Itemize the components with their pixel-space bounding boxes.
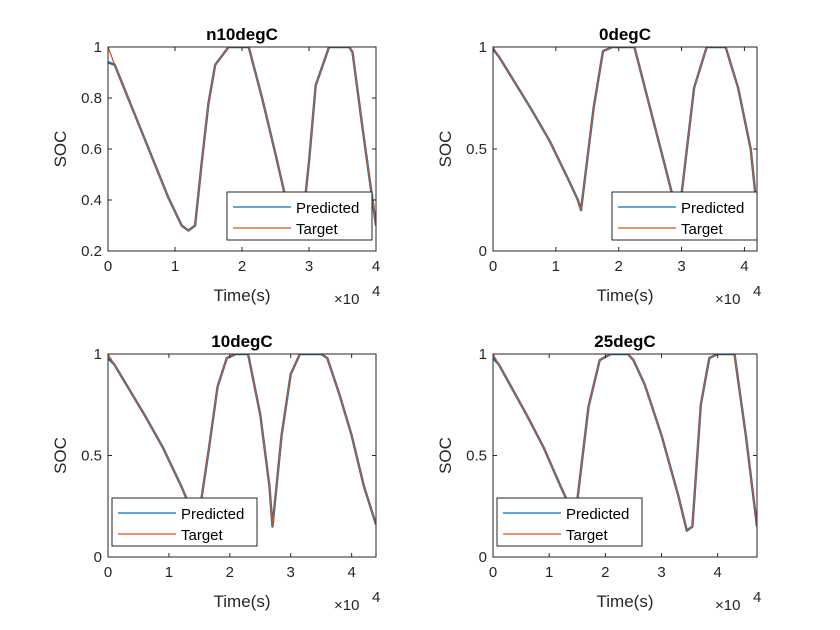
x-axis-label: Time(s) <box>214 592 271 611</box>
y-tick-label: 0.4 <box>81 192 102 209</box>
series-line-target <box>108 354 376 528</box>
x-exponent-base: ×10 <box>334 597 359 614</box>
y-tick-label: 1 <box>479 346 487 363</box>
legend-label-predicted: Predicted <box>296 200 359 217</box>
x-tick-label: 3 <box>677 258 685 275</box>
legend: Predicted Target <box>496 497 643 547</box>
x-exponent-base: ×10 <box>715 291 740 308</box>
y-tick-label: 1 <box>479 39 487 56</box>
y-tick-label: 0 <box>479 243 487 260</box>
x-axis-label: Time(s) <box>597 286 654 305</box>
y-tick-label: 0.2 <box>81 243 102 260</box>
legend: Predicted Target <box>111 497 258 547</box>
series-line-target <box>493 354 757 532</box>
x-tick-label: 1 <box>545 564 553 581</box>
legend-box <box>226 191 373 241</box>
x-tick-label: 1 <box>552 258 560 275</box>
x-tick-label: 4 <box>714 564 722 581</box>
legend-label-predicted: Predicted <box>566 506 629 523</box>
x-tick-label: 4 <box>347 564 355 581</box>
y-tick-label: 0.5 <box>81 448 102 465</box>
x-tick-label: 2 <box>226 564 234 581</box>
series-group <box>108 354 376 528</box>
chart-title: 10degC <box>211 332 272 351</box>
series-line-target <box>108 47 376 232</box>
x-tick-label: 0 <box>489 564 497 581</box>
legend-label-target: Target <box>181 527 224 544</box>
legend-label-predicted: Predicted <box>681 200 744 217</box>
series-group <box>493 47 757 212</box>
legend-box <box>496 497 643 547</box>
chart-panel-3: 0 1 2 3 4 0 0.5 1 25degC Time(s) ×10 4 SOC Predicted T… <box>436 332 761 614</box>
y-axis-label: SOC <box>436 437 455 474</box>
chart-title: 25degC <box>594 332 655 351</box>
x-tick-label: 0 <box>104 564 112 581</box>
x-exponent-power: 4 <box>372 283 380 300</box>
x-tick-label: 3 <box>305 258 313 275</box>
legend-box <box>611 191 758 241</box>
x-tick-label: 1 <box>165 564 173 581</box>
legend-box <box>111 497 258 547</box>
series-line-target <box>493 47 757 211</box>
x-exponent-base: ×10 <box>715 597 740 614</box>
chart-title: 0degC <box>599 25 651 44</box>
x-tick-label: 0 <box>104 258 112 275</box>
legend-label-target: Target <box>681 221 724 238</box>
legend-label-target: Target <box>566 527 609 544</box>
y-tick-label: 1 <box>94 346 102 363</box>
x-exponent-power: 4 <box>372 589 380 606</box>
y-axis-label: SOC <box>436 131 455 168</box>
legend-label-target: Target <box>296 221 339 238</box>
y-tick-label: 0.8 <box>81 90 102 107</box>
x-exponent-power: 4 <box>753 589 761 606</box>
x-tick-label: 1 <box>171 258 179 275</box>
x-tick-label: 2 <box>615 258 623 275</box>
series-group <box>108 47 376 232</box>
x-axis-label: Time(s) <box>214 286 271 305</box>
x-tick-label: 4 <box>372 258 380 275</box>
x-tick-label: 4 <box>740 258 748 275</box>
chart-panel-2: 0 1 2 3 4 0 0.5 1 10degC Time(s) ×10 4 SOC Predicted T… <box>51 332 380 614</box>
x-tick-label: 3 <box>657 564 665 581</box>
chart-title: n10degC <box>206 25 278 44</box>
x-exponent-base: ×10 <box>334 291 359 308</box>
y-axis-label: SOC <box>51 437 70 474</box>
y-tick-label: 0.5 <box>466 448 487 465</box>
y-axis-label: SOC <box>51 131 70 168</box>
series-group <box>493 354 757 532</box>
x-exponent-power: 4 <box>753 283 761 300</box>
y-tick-label: 0.6 <box>81 141 102 158</box>
y-tick-label: 0.5 <box>466 141 487 158</box>
y-tick-label: 1 <box>94 39 102 56</box>
x-tick-label: 2 <box>238 258 246 275</box>
chart-panel-0: 0 1 2 3 4 0.2 0.4 0.6 0.8 1 n10degC Time(s) ×10 4 SOC P… <box>51 25 380 308</box>
legend: Predicted Target <box>611 191 758 241</box>
y-tick-label: 0 <box>94 549 102 566</box>
legend-label-predicted: Predicted <box>181 506 244 523</box>
x-tick-label: 0 <box>489 258 497 275</box>
legend: Predicted Target <box>226 191 373 241</box>
x-tick-label: 3 <box>287 564 295 581</box>
y-tick-label: 0 <box>479 549 487 566</box>
x-axis-label: Time(s) <box>597 592 654 611</box>
x-tick-label: 2 <box>601 564 609 581</box>
